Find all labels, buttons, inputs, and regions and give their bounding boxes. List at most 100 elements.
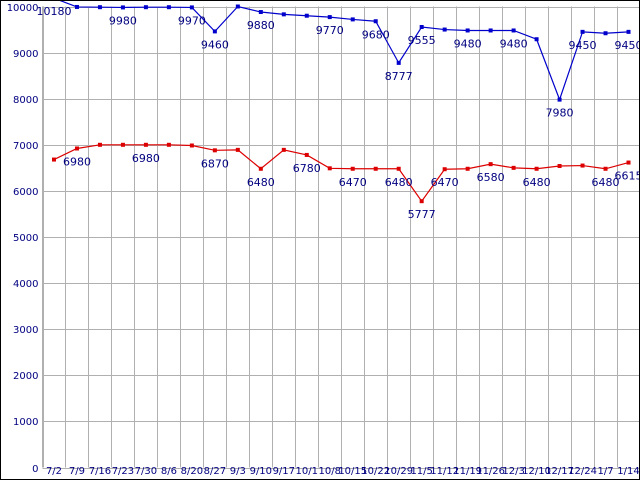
data-point-marker[interactable] [557,97,562,102]
y-axis-tick-label: 6000 [13,187,38,198]
data-point-marker[interactable] [419,199,424,204]
data-point-label: 6870 [201,157,229,170]
data-point-label: 6980 [132,152,160,165]
data-point-marker[interactable] [488,162,493,167]
data-point-marker[interactable] [350,166,355,171]
data-point-marker[interactable] [97,142,102,147]
data-point-marker[interactable] [465,166,470,171]
data-point-label: 9480 [454,37,482,50]
data-point-label: 6580 [477,171,505,184]
data-point-label: 5777 [408,208,436,221]
data-point-label: 9970 [178,14,206,27]
data-point-label: 6470 [431,176,459,189]
data-point-marker[interactable] [51,157,56,162]
x-axis-tick-label: 12/17 [545,466,574,477]
data-point-marker[interactable] [327,15,332,20]
data-point-marker[interactable] [281,147,286,152]
data-point-label: 9450 [615,39,640,52]
data-point-marker[interactable] [120,142,125,147]
data-point-marker[interactable] [603,31,608,36]
x-axis-tick-label: 7/2 [46,466,62,477]
data-point-marker[interactable] [419,25,424,30]
y-axis-tick-label: 1000 [13,417,38,428]
data-point-marker[interactable] [442,167,447,172]
data-point-marker[interactable] [304,13,309,18]
data-point-label: 9480 [500,37,528,50]
data-point-marker[interactable] [189,5,194,10]
data-point-marker[interactable] [235,4,240,9]
data-point-marker[interactable] [166,5,171,10]
data-point-marker[interactable] [97,5,102,10]
data-point-marker[interactable] [74,4,79,9]
x-axis-tick-label: 11/19 [453,466,482,477]
data-point-label: 6470 [339,176,367,189]
x-axis-tick-label: 11/12 [430,466,459,477]
x-axis-tick-label: 12/3 [502,466,524,477]
data-point-label: 9880 [247,19,275,32]
data-point-marker[interactable] [580,29,585,34]
data-point-marker[interactable] [258,166,263,171]
y-axis-tick-label: 0 [32,464,38,475]
y-axis-tick-label: 2000 [13,371,38,382]
y-axis-tick-label: 7000 [13,141,38,152]
x-axis-tick-label: 8/20 [181,466,203,477]
data-point-marker[interactable] [350,17,355,22]
x-axis-tick-label: 11/26 [476,466,505,477]
data-point-marker[interactable] [166,142,171,147]
data-point-label: 9980 [109,14,137,27]
data-point-label: 9460 [201,38,229,51]
x-axis-tick-label: 7/23 [112,466,134,477]
x-axis-tick-label: 12/10 [522,466,551,477]
data-point-label: 6980 [63,155,91,168]
data-point-marker[interactable] [465,28,470,33]
x-axis-tick-label: 10/29 [384,466,413,477]
data-point-marker[interactable] [580,163,585,168]
data-point-marker[interactable] [534,37,539,42]
data-point-marker[interactable] [511,165,516,170]
data-point-marker[interactable] [557,164,562,169]
data-point-marker[interactable] [373,19,378,24]
data-point-marker[interactable] [534,166,539,171]
x-axis-tick-label: 11/5 [410,466,432,477]
data-point-marker[interactable] [143,5,148,10]
y-axis-tick-label: 5000 [13,233,38,244]
data-point-marker[interactable] [212,148,217,153]
data-point-marker[interactable] [281,12,286,17]
x-axis-tick-label: 12/24 [568,466,597,477]
data-point-marker[interactable] [603,166,608,171]
data-point-marker[interactable] [304,152,309,157]
data-point-marker[interactable] [511,28,516,33]
x-axis-tick-label: 10/15 [338,466,367,477]
data-point-marker[interactable] [327,166,332,171]
data-point-marker[interactable] [626,160,631,165]
data-point-marker[interactable] [143,142,148,147]
x-axis-tick-label: 10/8 [319,466,341,477]
y-axis-tick-label: 10000 [7,3,39,14]
data-point-marker[interactable] [212,29,217,34]
data-point-label: 8777 [385,70,413,83]
data-point-marker[interactable] [189,143,194,148]
x-axis-tick-label: 1/14 [617,466,639,477]
data-point-marker[interactable] [74,146,79,151]
data-point-marker[interactable] [396,60,401,65]
data-point-label: 6480 [592,176,620,189]
x-axis-tick-label: 7/16 [89,466,111,477]
data-point-marker[interactable] [488,28,493,33]
x-axis-tick-label: 9/17 [273,466,295,477]
data-point-marker[interactable] [120,5,125,10]
data-point-marker[interactable] [235,147,240,152]
data-point-label: 6480 [247,176,275,189]
x-axis-tick-label: 10/1 [296,466,318,477]
data-point-marker[interactable] [396,166,401,171]
x-axis-tick-label: 8/6 [161,466,177,477]
data-point-marker[interactable] [442,27,447,32]
data-point-marker[interactable] [626,29,631,34]
y-axis-tick-label: 8000 [13,95,38,106]
data-point-marker[interactable] [373,166,378,171]
data-point-label: 7980 [546,107,574,120]
x-axis-tick-label: 10/22 [361,466,390,477]
data-point-marker[interactable] [258,10,263,15]
y-axis-tick-label: 3000 [13,325,38,336]
